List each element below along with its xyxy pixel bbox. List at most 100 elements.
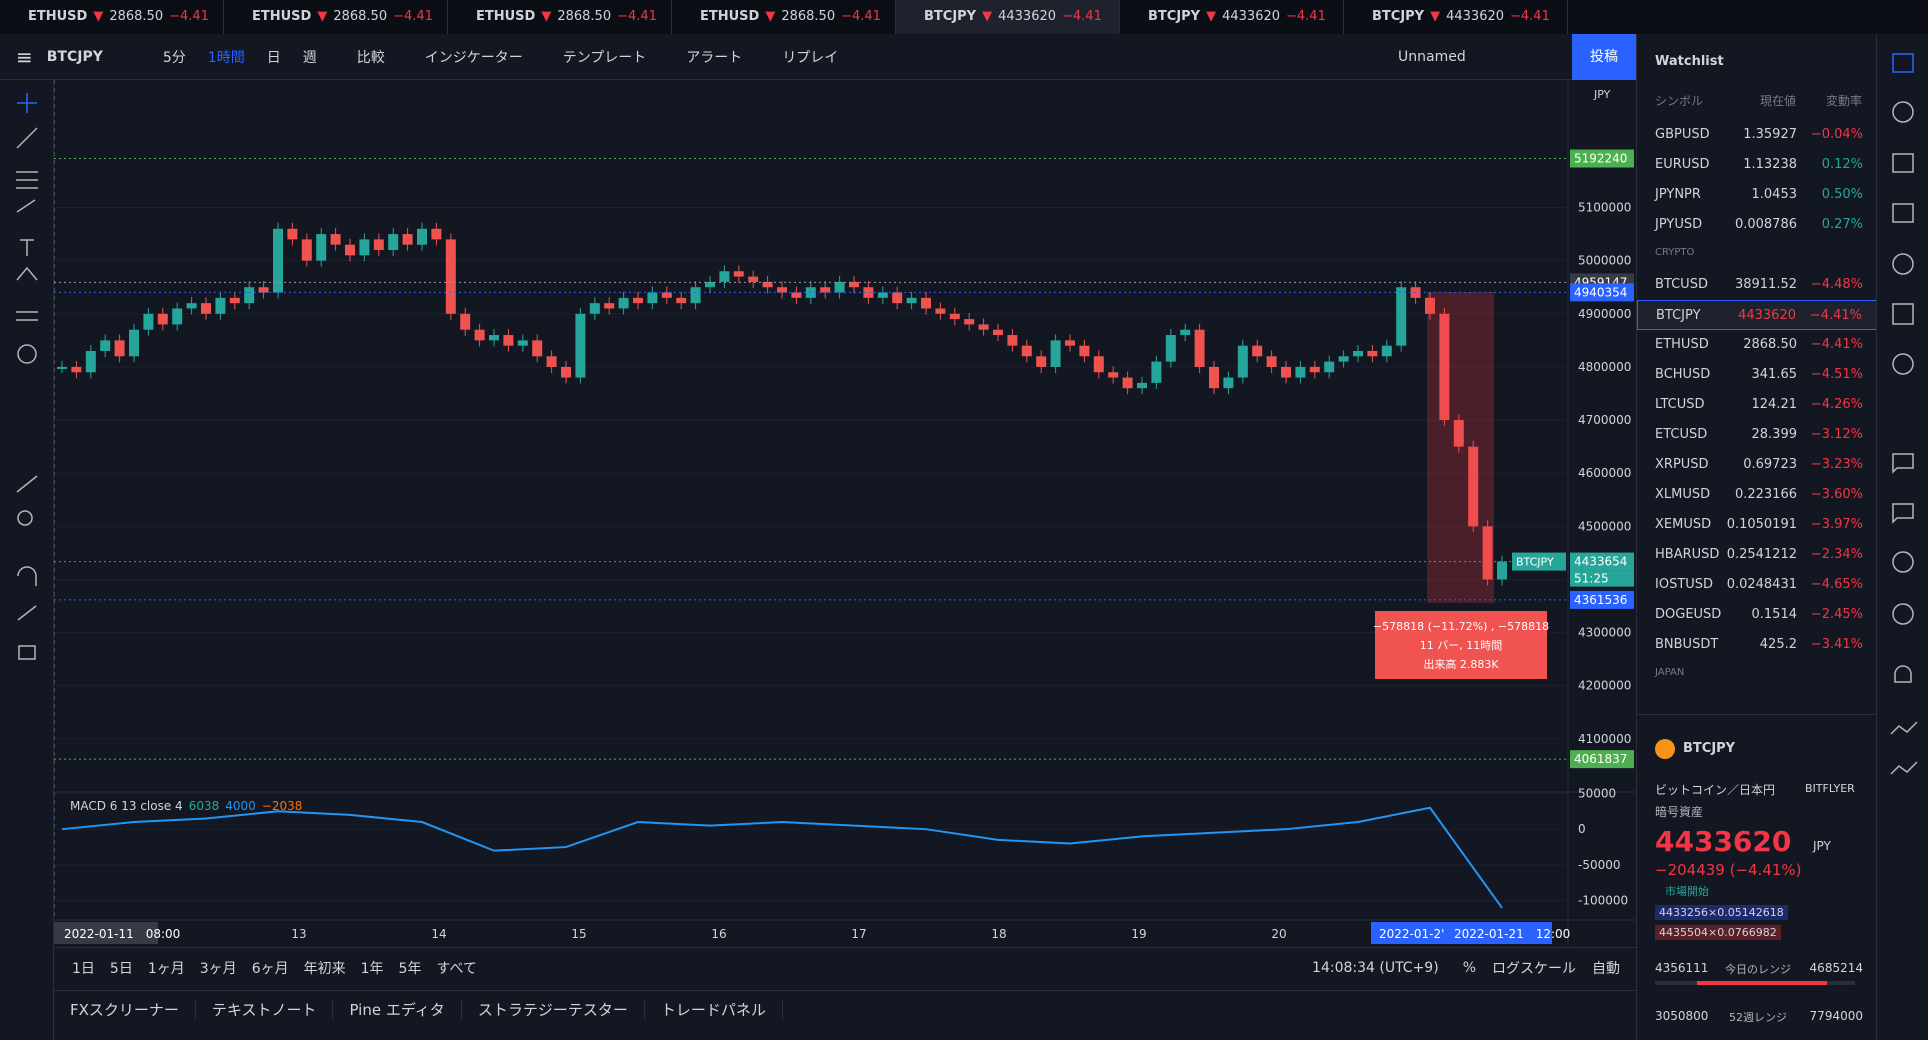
day-label: 16: [711, 927, 726, 941]
publish[interactable]: 投稿: [1572, 34, 1636, 80]
toolbar-item[interactable]: リプレイ: [782, 49, 839, 66]
tab[interactable]: ETHUSD ▼ 2868.50 −4.41: [672, 0, 896, 34]
toolbar-item[interactable]: 比較: [356, 49, 385, 66]
candle: [1396, 287, 1407, 346]
price-label-bg: [1570, 590, 1634, 609]
row-change: −4.65%: [1810, 577, 1863, 592]
symbol[interactable]: BTCJPY: [46, 48, 103, 65]
toolbar-item[interactable]: テンプレート: [562, 49, 647, 66]
row-change: 0.12%: [1821, 157, 1863, 172]
range[interactable]: 5日: [109, 960, 133, 977]
panel-tab[interactable]: テキストノート: [196, 999, 334, 1020]
panel-tab[interactable]: トレードパネル: [645, 999, 783, 1020]
watchlist-row[interactable]: XRPUSD 0.69723 −3.23%: [1637, 450, 1877, 480]
row-last: 1.35927: [1743, 127, 1797, 142]
watchlist-row[interactable]: GBPUSD 1.35927 −0.04%: [1637, 120, 1877, 150]
interval[interactable]: 5分: [162, 49, 186, 66]
row-change: −3.41%: [1810, 637, 1863, 652]
watchlist-row[interactable]: BCHUSD 341.65 −4.51%: [1637, 360, 1877, 390]
tab[interactable]: BTCJPY ▼ 4433620 −4.41: [896, 0, 1120, 34]
candle: [935, 308, 946, 314]
watchlist-row[interactable]: ETHUSD 2868.50 −4.41%: [1637, 330, 1877, 360]
row-symbol: BCHUSD: [1655, 367, 1711, 382]
candle: [1453, 420, 1464, 447]
tab[interactable]: ETHUSD ▼ 2868.50 −4.41: [224, 0, 448, 34]
toolbar-item[interactable]: アラート: [686, 49, 743, 66]
interval[interactable]: 1時間: [207, 49, 245, 66]
range[interactable]: 3ヶ月: [199, 960, 237, 977]
macd-legend-part: −2038: [262, 799, 303, 813]
watchlist-row[interactable]: XEMUSD 0.1050191 −3.97%: [1637, 510, 1877, 540]
column-header: 現在値: [1759, 94, 1796, 108]
tab[interactable]: BTCJPY ▼ 4433620 −4.41: [1120, 0, 1344, 34]
candle: [532, 340, 543, 357]
watchlist-row[interactable]: XLMUSD 0.223166 −3.60%: [1637, 480, 1877, 510]
watchlist-row[interactable]: BNBUSDT 425.2 −3.41%: [1637, 630, 1877, 660]
candle: [877, 292, 888, 298]
time-start-bg: [54, 922, 158, 944]
watchlist-row[interactable]: DOGEUSD 0.1514 −2.45%: [1637, 600, 1877, 630]
top-toolbar: ≡ BTCJPY 5分 1時間 日 週 比較 インジケーター テンプレート アラート リプレイ Unn…: [0, 34, 1636, 80]
panel-tab[interactable]: ストラテジーテスター: [462, 999, 645, 1020]
watchlist-row[interactable]: HBARUSD 0.2541212 −2.34%: [1637, 540, 1877, 570]
range[interactable]: すべて: [436, 960, 477, 977]
range[interactable]: 5年: [398, 960, 422, 977]
range[interactable]: 年初来: [303, 960, 346, 977]
tab[interactable]: ETHUSD ▼ 2868.50 −4.41: [448, 0, 672, 34]
price-label-bg: [1570, 283, 1634, 302]
panel-tab[interactable]: FXスクリーナー: [54, 999, 196, 1020]
tab[interactable]: ETHUSD ▼ 2868.50 −4.41: [0, 0, 224, 34]
range[interactable]: 1日: [72, 960, 95, 977]
candle: [71, 366, 82, 373]
candle: [388, 234, 399, 251]
range[interactable]: 6ヶ月: [251, 960, 289, 977]
row-change: −4.41%: [1809, 308, 1862, 323]
candle: [431, 228, 442, 240]
watchlist-row[interactable]: BTCUSD 38911.52 −4.48%: [1637, 270, 1877, 300]
candle: [633, 297, 643, 304]
day-label: 17: [851, 927, 866, 941]
candle: [1194, 329, 1205, 367]
interval[interactable]: 日: [266, 49, 281, 66]
tab-arrow: ▼: [317, 9, 328, 24]
candle: [676, 297, 687, 304]
status-log[interactable]: ログスケール: [1492, 960, 1576, 977]
time-start: 2022-01-11 08:00: [64, 927, 180, 941]
row-change: 0.50%: [1821, 187, 1863, 202]
watchlist-row[interactable]: LTCUSD 124.21 −4.26%: [1637, 390, 1877, 420]
interval[interactable]: 週: [302, 49, 317, 66]
row-symbol: LTCUSD: [1655, 397, 1705, 412]
watchlist-row[interactable]: EURUSD 1.13238 0.12%: [1637, 150, 1877, 180]
row-last: 124.21: [1751, 397, 1798, 412]
row-symbol: JPYUSD: [1655, 217, 1703, 232]
candle: [1108, 372, 1119, 378]
detail-market: 市場開始: [1665, 885, 1709, 898]
tab[interactable]: BTCJPY ▼ 4433620 −4.41: [1344, 0, 1568, 34]
row-symbol: GBPUSD: [1655, 127, 1710, 142]
candle: [489, 335, 499, 341]
tab-symbol: ETHUSD: [28, 9, 88, 24]
candle: [921, 297, 931, 309]
tab-symbol: BTCJPY: [1148, 9, 1201, 24]
tab-price: 4433620: [1446, 9, 1505, 24]
layout-name[interactable]: Unnamed: [1398, 48, 1466, 65]
watchlist-row[interactable]: JPYNPR 1.0453 0.50%: [1637, 180, 1877, 210]
y-tick-label: 5100000: [1578, 201, 1631, 215]
tab-change: −4.41: [393, 9, 433, 24]
status-auto[interactable]: 自動: [1592, 960, 1620, 977]
side-icon-set: [1890, 53, 1918, 961]
toolbar-item[interactable]: インジケーター: [424, 49, 523, 66]
range[interactable]: 1年: [360, 960, 384, 977]
y-tick-label: 4300000: [1578, 626, 1631, 640]
range[interactable]: 1ヶ月: [147, 960, 185, 977]
watchlist-row[interactable]: IOSTUSD 0.0248431 −4.65%: [1637, 570, 1877, 600]
candle: [719, 271, 730, 282]
status-percent[interactable]: %: [1462, 959, 1476, 976]
watchlist-row[interactable]: JPYUSD 0.008786 0.27%: [1637, 210, 1877, 240]
watchlist-row[interactable]: ETCUSD 28.399 −3.12%: [1637, 420, 1877, 450]
candle: [1151, 361, 1162, 383]
watchlist-row[interactable]: BTCJPY 4433620 −4.41%: [1637, 300, 1877, 330]
panel-tab[interactable]: Pine エディタ: [333, 999, 462, 1020]
price-label-bg: [1570, 750, 1634, 769]
